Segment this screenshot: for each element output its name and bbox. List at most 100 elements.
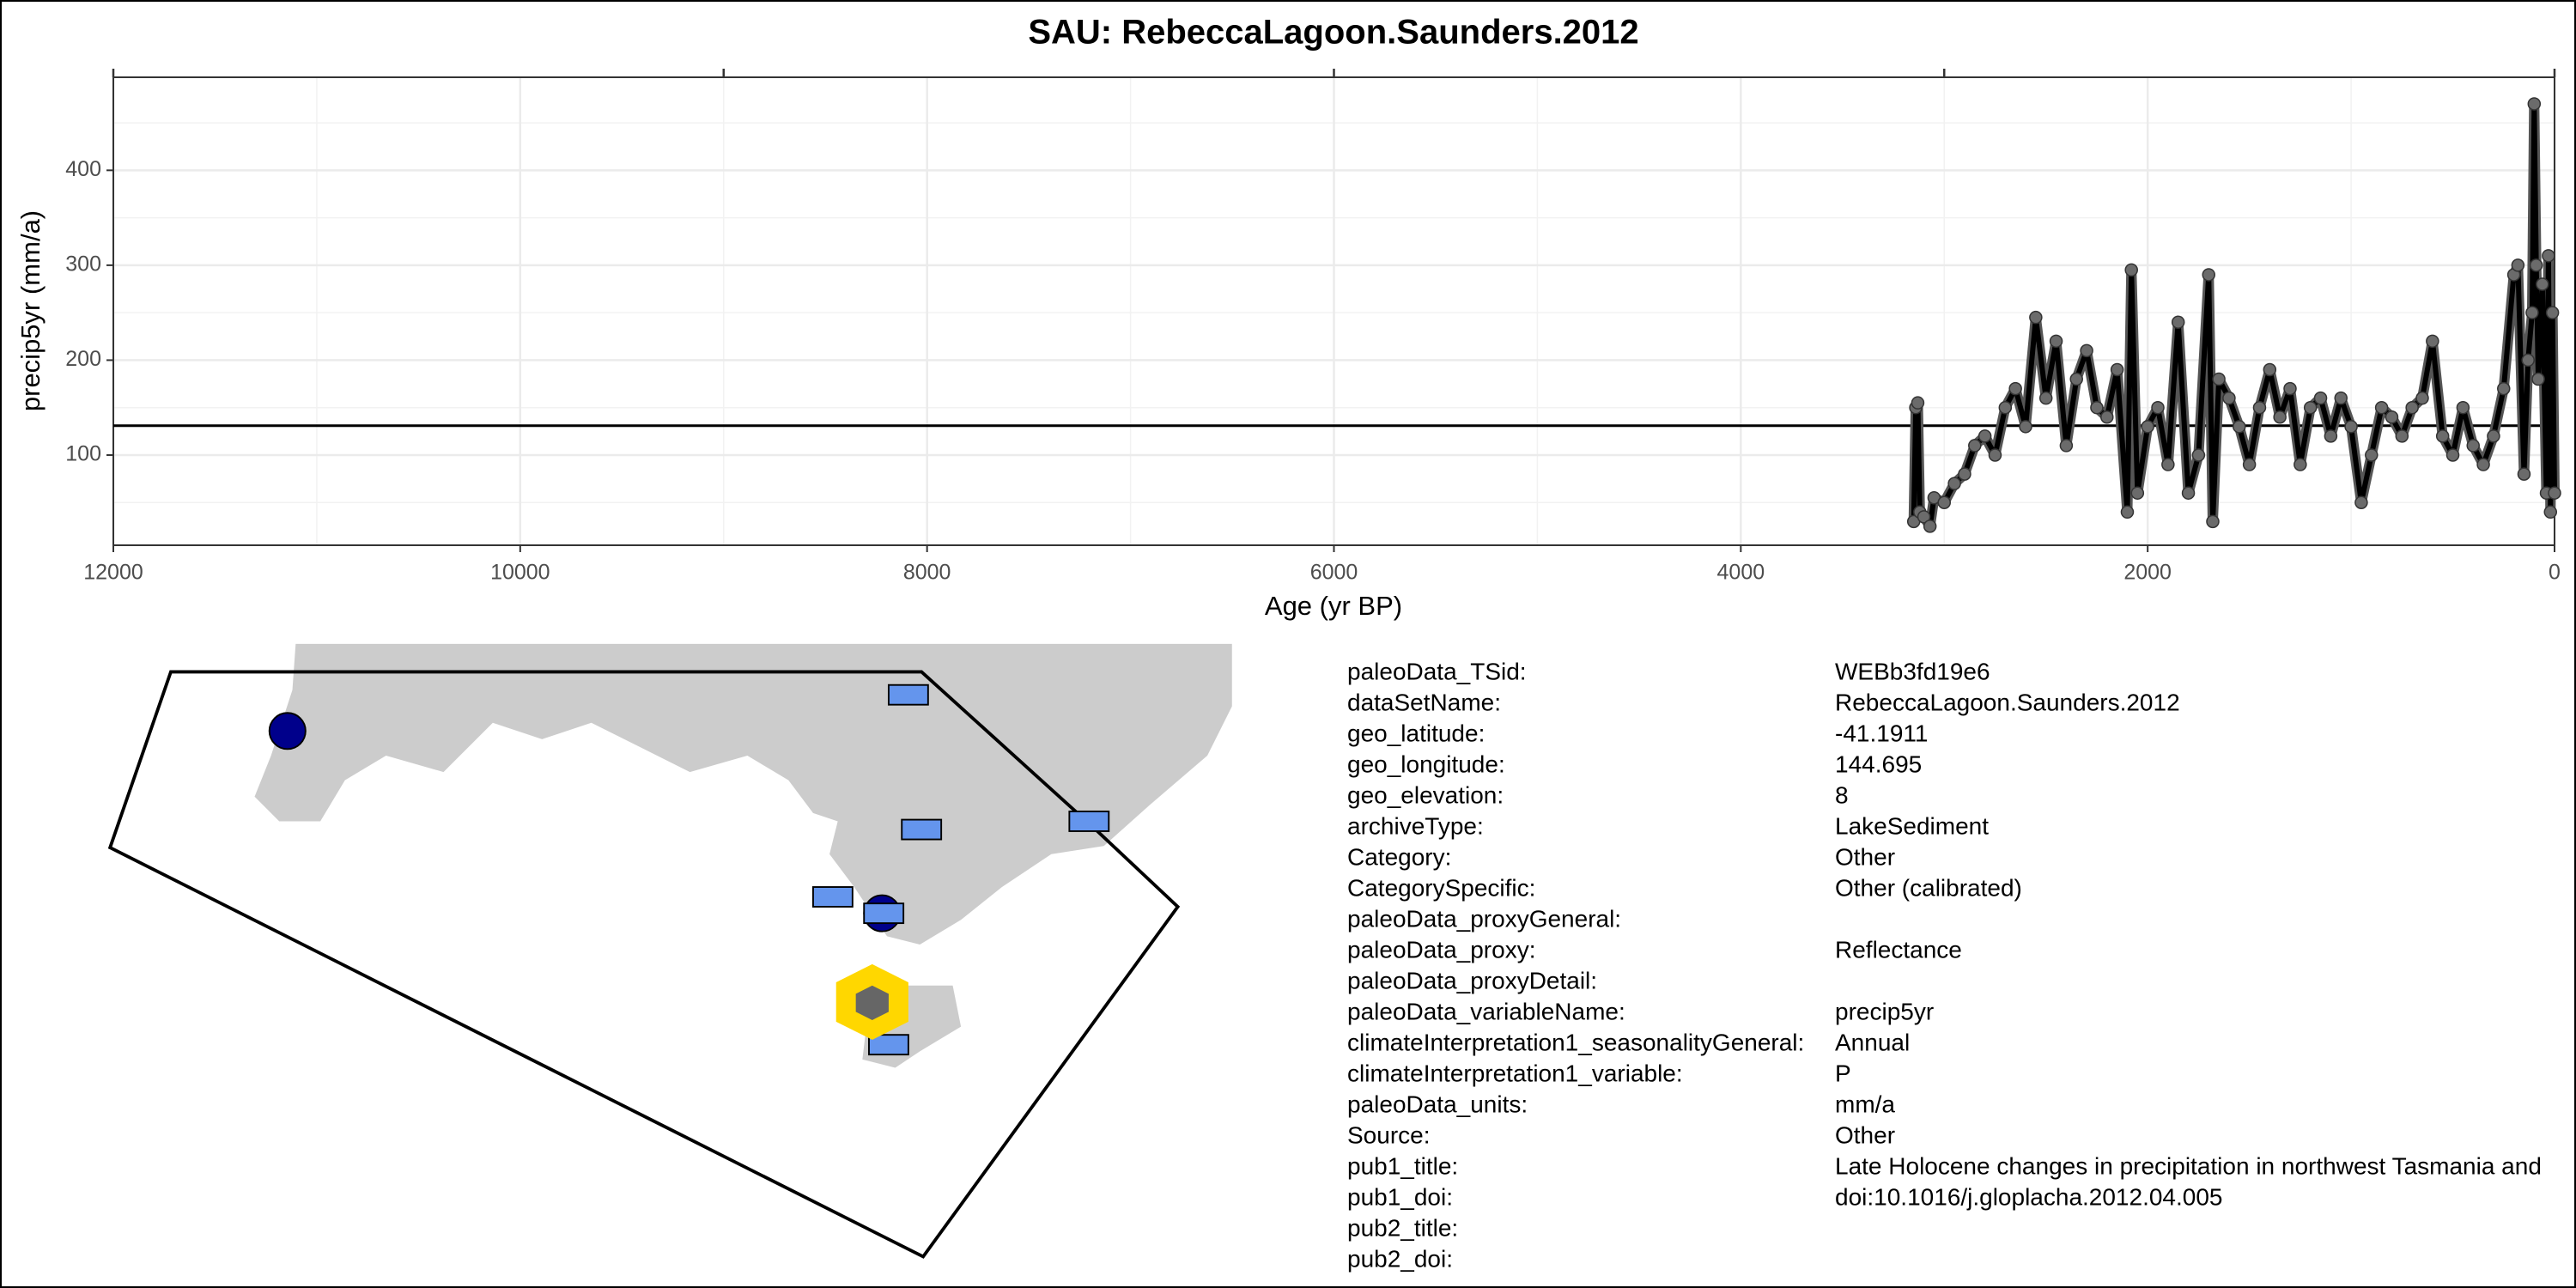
data-point bbox=[2395, 429, 2409, 443]
metadata-key: geo_latitude: bbox=[1347, 720, 1485, 746]
metadata-key: climateInterpretation1_seasonalityGenera… bbox=[1347, 1029, 1804, 1055]
y-tick-label: 300 bbox=[65, 252, 101, 276]
data-point bbox=[2222, 391, 2236, 405]
metadata-key: paleoData_proxy: bbox=[1347, 936, 1535, 963]
metadata-key: archiveType: bbox=[1347, 812, 1484, 839]
data-point bbox=[2344, 420, 2358, 434]
data-point bbox=[1911, 396, 1925, 410]
metadata-value: LakeSediment bbox=[1835, 812, 1989, 839]
data-point bbox=[1917, 510, 1931, 524]
metadata-value: RebeccaLagoon.Saunders.2012 bbox=[1835, 689, 2180, 715]
data-point bbox=[2273, 410, 2287, 424]
data-point bbox=[2069, 372, 2083, 386]
data-point bbox=[2426, 334, 2439, 349]
metadata-value: 144.695 bbox=[1835, 750, 1922, 777]
data-point bbox=[2456, 400, 2470, 415]
y-tick-label: 200 bbox=[65, 347, 101, 371]
data-point bbox=[2038, 391, 2053, 405]
x-tick-label: 6000 bbox=[1310, 561, 1358, 585]
metadata-key: paleoData_variableName: bbox=[1347, 998, 1625, 1024]
metadata-key: pub2_doi: bbox=[1347, 1245, 1453, 1272]
data-point bbox=[2080, 343, 2093, 358]
metadata-value: Other (calibrated) bbox=[1835, 874, 2022, 901]
metadata-value: precip5yr bbox=[1835, 998, 1934, 1024]
data-point bbox=[2511, 258, 2525, 272]
x-tick-label: 10000 bbox=[490, 561, 550, 585]
data-point bbox=[2545, 306, 2560, 319]
metadata-key: geo_longitude: bbox=[1347, 750, 1505, 777]
data-point bbox=[2487, 429, 2500, 443]
metadata-value: Late Holocene changes in precipitation i… bbox=[1835, 1152, 2542, 1179]
data-point bbox=[2110, 362, 2124, 377]
data-point bbox=[2171, 315, 2185, 329]
data-point bbox=[2100, 410, 2114, 424]
data-point bbox=[2049, 334, 2063, 349]
metadata-key: CategorySpecific: bbox=[1347, 874, 1535, 901]
metadata-value: 8 bbox=[1835, 781, 1849, 808]
metadata-value: Other bbox=[1835, 843, 1895, 870]
data-point bbox=[2233, 420, 2246, 434]
metadata-value: Annual bbox=[1835, 1029, 1910, 1055]
data-point bbox=[2059, 439, 2074, 453]
selected-site-core bbox=[855, 985, 889, 1020]
data-point bbox=[2283, 381, 2297, 396]
data-point bbox=[2334, 391, 2348, 405]
data-point bbox=[1947, 477, 1961, 490]
site-marker bbox=[268, 712, 307, 750]
x-axis-title: Age (yr BP) bbox=[1265, 591, 1402, 621]
metadata-key: geo_elevation: bbox=[1347, 781, 1504, 808]
metadata-value: -41.1911 bbox=[1835, 720, 1928, 746]
data-point bbox=[2124, 263, 2138, 277]
x-tick-label: 8000 bbox=[903, 561, 951, 585]
site-marker bbox=[1068, 811, 1110, 832]
data-point bbox=[1978, 429, 1992, 443]
data-point bbox=[2385, 410, 2399, 424]
data-point bbox=[2374, 400, 2389, 415]
data-point bbox=[2548, 486, 2561, 500]
data-point bbox=[2212, 372, 2226, 386]
data-point bbox=[2529, 258, 2543, 272]
metadata-value: P bbox=[1835, 1060, 1851, 1086]
data-point bbox=[2181, 486, 2196, 500]
metadata-value: WEBb3fd19e6 bbox=[1835, 658, 1990, 684]
metadata-value: Reflectance bbox=[1835, 936, 1962, 963]
data-point bbox=[2405, 400, 2419, 415]
data-point bbox=[2313, 391, 2328, 405]
data-point bbox=[2242, 458, 2257, 471]
data-point bbox=[2525, 306, 2539, 319]
data-point bbox=[2293, 458, 2307, 471]
data-point bbox=[2029, 310, 2043, 325]
data-point bbox=[2445, 448, 2460, 462]
site-marker bbox=[863, 902, 905, 925]
x-tick-label: 2000 bbox=[2123, 561, 2172, 585]
y-axis-title: precip5yr (mm/a) bbox=[15, 210, 46, 411]
data-point bbox=[2354, 495, 2368, 510]
metadata-value: Other bbox=[1835, 1121, 1895, 1148]
data-point bbox=[1937, 495, 1951, 510]
data-point bbox=[2476, 458, 2490, 471]
site-marker bbox=[868, 1034, 909, 1056]
metadata-key: climateInterpretation1_variable: bbox=[1347, 1060, 1683, 1086]
metadata-key: paleoData_proxyDetail: bbox=[1347, 967, 1597, 993]
data-point bbox=[1958, 467, 1971, 481]
land bbox=[254, 643, 1232, 945]
metadata-key: paleoData_proxyGeneral: bbox=[1347, 905, 1621, 932]
data-point bbox=[2252, 400, 2267, 415]
metadata-key: pub2_title: bbox=[1347, 1214, 1458, 1241]
data-point bbox=[2303, 400, 2318, 415]
data-point bbox=[2191, 448, 2206, 462]
data-point bbox=[1968, 439, 1982, 453]
data-point bbox=[2536, 277, 2549, 291]
site-marker bbox=[901, 818, 943, 841]
x-tick-label: 0 bbox=[2549, 561, 2561, 585]
metadata-key: pub1_doi: bbox=[1347, 1183, 1453, 1210]
data-point bbox=[2263, 362, 2277, 377]
data-point bbox=[1988, 448, 2002, 462]
data-point bbox=[2517, 467, 2531, 481]
metadata-table: paleoData_TSid: WEBb3fd19e6 dataSetName: Re… bbox=[1347, 658, 2542, 1272]
data-point bbox=[2141, 420, 2154, 434]
data-point bbox=[2497, 381, 2511, 396]
metadata-key: Category: bbox=[1347, 843, 1451, 870]
data-point bbox=[2435, 429, 2450, 443]
data-point bbox=[2543, 505, 2558, 519]
